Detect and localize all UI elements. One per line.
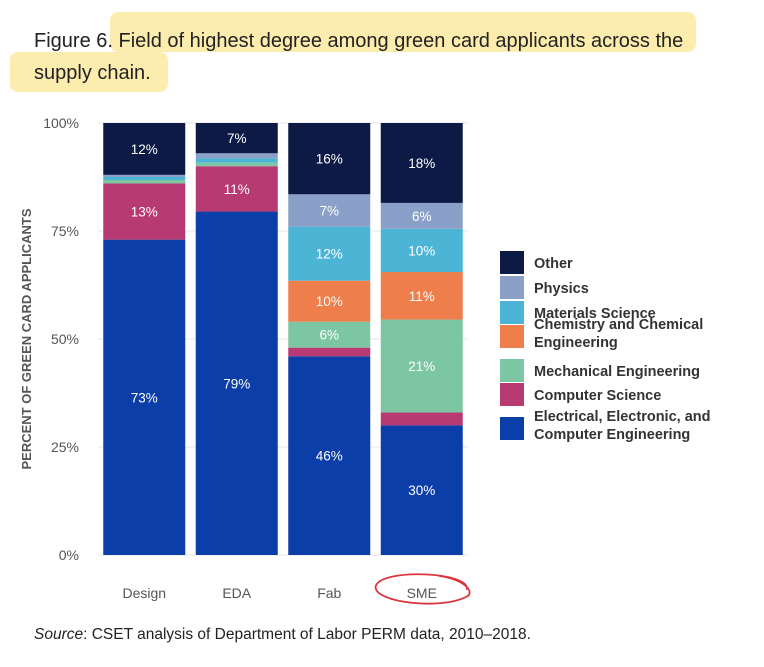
bar-segment <box>103 239 186 555</box>
bar-segment <box>195 166 278 212</box>
bar-segment <box>288 194 371 227</box>
x-axis: Design EDA Fab SME <box>122 585 436 601</box>
x-tick-label: Fab <box>317 585 341 601</box>
y-tick-label: 25% <box>51 439 79 455</box>
data-label: 79% <box>223 376 250 391</box>
data-label: 11% <box>224 182 250 197</box>
bar-segment <box>103 180 186 184</box>
bar-segment <box>380 272 463 320</box>
bar-segment <box>195 158 278 163</box>
legend-label-line: Physics <box>534 281 589 297</box>
title-highlight <box>10 52 168 92</box>
source-label: Source <box>34 626 84 643</box>
data-label: 30% <box>408 483 435 498</box>
bar-segment <box>380 319 463 413</box>
bar-segment <box>195 211 278 555</box>
bar-segment <box>103 177 186 181</box>
x-tick-label: Design <box>122 585 166 601</box>
legend-label: Physics <box>534 281 589 297</box>
data-label: 16% <box>316 152 343 167</box>
legend-label: Mechanical Engineering <box>534 364 700 380</box>
y-axis: 0% 25% 50% 75% 100% PERCENT OF GREEN CARD APP… <box>19 115 79 563</box>
legend-label-line: Computer Science <box>534 388 661 404</box>
bar-segment <box>195 153 278 159</box>
data-label: 18% <box>408 156 435 171</box>
legend-label: Other <box>534 256 573 272</box>
data-label: 7% <box>319 203 339 218</box>
bar-segment <box>380 425 463 555</box>
y-tick-label: 50% <box>51 331 79 347</box>
data-label: 7% <box>227 131 247 146</box>
y-tick-label: 0% <box>59 547 79 563</box>
legend-label: Electrical, Electronic, and Computer Engi… <box>534 409 711 443</box>
bar-segment <box>103 183 186 240</box>
data-label: 21% <box>408 359 435 374</box>
data-label: 6% <box>319 328 339 343</box>
figure-label: Figure 6. <box>34 30 113 52</box>
bar-segment <box>103 174 186 177</box>
bar-segment <box>380 228 463 273</box>
legend-label: Chemistry and Chemical Engineering <box>534 317 703 351</box>
legend-label-line: Computer Engineering <box>534 427 690 443</box>
title-highlight <box>110 12 696 52</box>
bars: 73% 13% 12% 79% 11% 7% 46% 6% 10% 12% 7% 16% 30% 21% 1… <box>103 123 463 555</box>
y-axis-title: PERCENT OF GREEN CARD APPLICANTS <box>19 208 34 469</box>
bar-segment <box>195 123 278 154</box>
legend-swatch <box>500 325 524 348</box>
legend-label-line: Materials Science <box>534 306 656 322</box>
data-label: 12% <box>131 142 158 157</box>
figure-title-text: Field of highest degree among green card… <box>34 30 684 84</box>
data-label: 46% <box>316 449 343 464</box>
bar-segment <box>288 356 371 555</box>
bar-segment <box>288 280 371 322</box>
bar-segment <box>195 162 278 167</box>
x-tick-label: SME <box>407 585 437 601</box>
y-tick-label: 75% <box>51 223 79 239</box>
bar-segment <box>288 321 371 348</box>
legend-swatch <box>500 301 524 324</box>
legend-swatch <box>500 417 524 440</box>
source-note: Source: CSET analysis of Department of L… <box>34 626 531 644</box>
data-label: 10% <box>316 294 343 309</box>
x-tick-label: EDA <box>222 585 251 601</box>
annotation-circle <box>374 573 471 605</box>
figure-title: Figure 6. Field of highest degree among … <box>34 25 734 89</box>
source-text: : CSET analysis of Department of Labor P… <box>83 626 531 643</box>
legend-swatch <box>500 383 524 406</box>
annotations <box>374 573 471 605</box>
bar-segment <box>380 123 463 203</box>
legend-label: Materials Science <box>534 306 656 322</box>
data-label: 10% <box>408 243 435 258</box>
bar-segment <box>103 123 186 175</box>
bar-segment <box>288 123 371 195</box>
legend-label-line: Mechanical Engineering <box>534 364 700 380</box>
bar-segment <box>380 412 463 426</box>
data-label: 73% <box>131 390 158 405</box>
y-tick-label: 100% <box>43 115 79 131</box>
legend-label-line: Electrical, Electronic, and <box>534 409 711 425</box>
data-label: 6% <box>412 209 432 224</box>
bar-segment <box>380 202 463 229</box>
legend-label-line: Chemistry and Chemical <box>534 317 703 333</box>
bar-segment <box>288 347 371 357</box>
bar-segment <box>288 226 371 281</box>
legend-swatch <box>500 276 524 299</box>
legend-label: Computer Science <box>534 388 661 404</box>
legend-swatch <box>500 359 524 382</box>
data-label: 13% <box>131 205 158 220</box>
data-label: 12% <box>316 247 343 262</box>
legend-label-line: Other <box>534 256 573 272</box>
legend-swatch <box>500 251 524 274</box>
data-label: 11% <box>409 289 435 304</box>
legend-label-line: Engineering <box>534 335 618 351</box>
